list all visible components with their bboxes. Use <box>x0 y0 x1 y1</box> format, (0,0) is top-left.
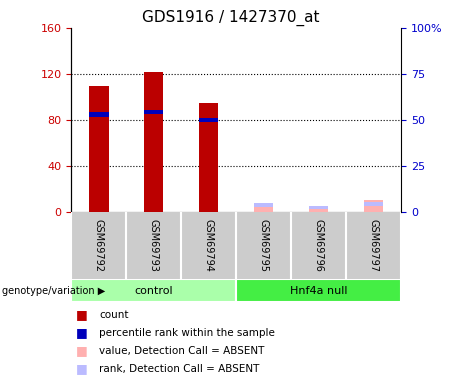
Bar <box>309 206 328 209</box>
Bar <box>89 86 108 212</box>
Text: GSM69796: GSM69796 <box>313 219 324 272</box>
Text: control: control <box>135 286 173 296</box>
Text: ■: ■ <box>76 344 88 357</box>
Bar <box>144 72 164 212</box>
Bar <box>236 279 401 302</box>
Bar <box>309 206 328 212</box>
Bar <box>199 118 219 122</box>
Text: percentile rank within the sample: percentile rank within the sample <box>99 328 275 338</box>
Text: genotype/variation ▶: genotype/variation ▶ <box>2 286 106 296</box>
Bar <box>144 110 164 114</box>
Text: GSM69794: GSM69794 <box>204 219 214 272</box>
Text: ■: ■ <box>76 308 88 321</box>
Text: rank, Detection Call = ABSENT: rank, Detection Call = ABSENT <box>99 364 260 374</box>
Text: value, Detection Call = ABSENT: value, Detection Call = ABSENT <box>99 346 265 355</box>
Bar <box>364 202 383 206</box>
Text: GDS1916 / 1427370_at: GDS1916 / 1427370_at <box>142 9 319 26</box>
Bar <box>254 202 273 212</box>
Bar <box>364 200 383 212</box>
Bar <box>71 279 236 302</box>
Text: ■: ■ <box>76 362 88 375</box>
Text: GSM69797: GSM69797 <box>369 219 378 272</box>
Text: count: count <box>99 310 129 320</box>
Bar <box>254 203 273 207</box>
Bar <box>89 112 108 117</box>
Text: GSM69793: GSM69793 <box>149 219 159 272</box>
Bar <box>199 103 219 212</box>
Text: GSM69792: GSM69792 <box>94 219 104 272</box>
Text: ■: ■ <box>76 326 88 339</box>
Text: GSM69795: GSM69795 <box>259 219 269 272</box>
Text: Hnf4a null: Hnf4a null <box>290 286 348 296</box>
